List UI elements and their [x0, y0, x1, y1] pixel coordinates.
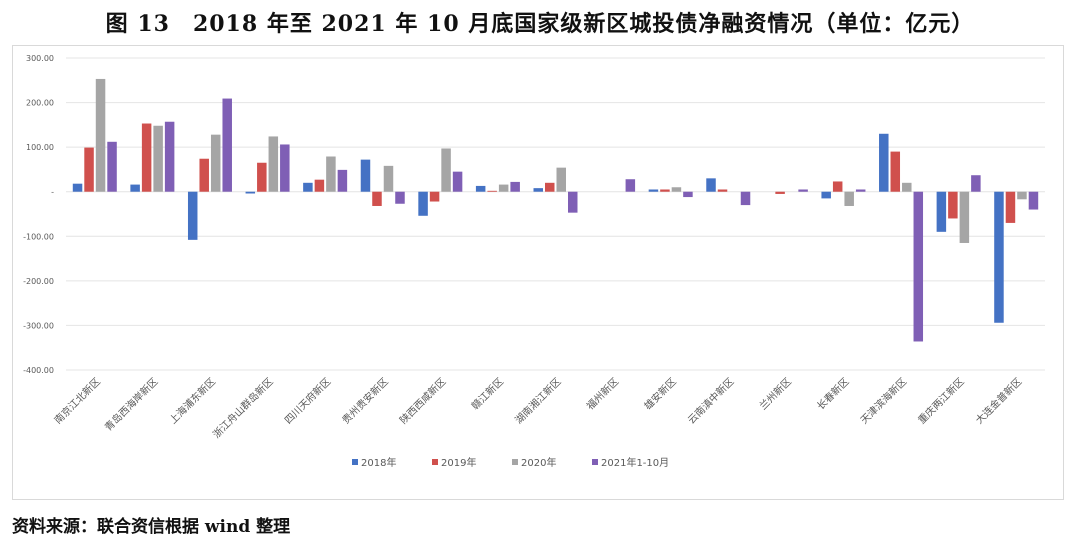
bar	[199, 158, 209, 192]
bar	[141, 123, 152, 192]
bar	[395, 191, 405, 204]
bar	[268, 136, 279, 192]
figure-title: 图 13 2018 年至 2021 年 10 月底国家级新区城投债净融资情况（单…	[105, 11, 975, 37]
bar	[798, 189, 808, 192]
chart-frame	[12, 45, 1064, 500]
bar	[959, 191, 970, 243]
x-tick-label: 重庆两江新区	[915, 375, 967, 427]
bar	[187, 191, 198, 240]
bar	[660, 189, 670, 192]
y-tick-label: 100.00	[26, 143, 54, 152]
bar	[498, 184, 509, 192]
x-tick-label: 南京江北新区	[51, 375, 103, 427]
x-tick-label: 陕西西咸新区	[397, 375, 449, 427]
bar	[84, 147, 94, 192]
x-tick-label: 贵州贵安新区	[339, 375, 391, 427]
bar	[913, 191, 924, 342]
bar	[971, 175, 981, 192]
y-tick-label: -200.00	[23, 277, 54, 286]
bar	[1028, 191, 1039, 210]
bar	[429, 191, 440, 202]
x-tick-label: 长春新区	[814, 375, 851, 412]
bar	[510, 181, 520, 192]
x-tick-label: 青岛西海岸新区	[102, 375, 161, 434]
bar	[890, 151, 901, 192]
bar	[671, 187, 682, 192]
bar	[452, 171, 463, 192]
bar	[360, 159, 371, 192]
bar	[303, 182, 313, 192]
bar	[280, 144, 290, 192]
y-tick-label: -100.00	[23, 232, 54, 241]
bar	[107, 141, 117, 192]
bar	[717, 189, 728, 192]
y-tick-label: -	[51, 188, 54, 197]
y-tick-label: 200.00	[26, 99, 54, 108]
legend-label: 2020年	[521, 456, 556, 469]
legend-label: 2021年1-10月	[601, 456, 669, 469]
x-tick-label: 大连金普新区	[973, 375, 1025, 427]
bar	[936, 191, 947, 232]
bar	[844, 191, 854, 206]
bar	[902, 182, 912, 192]
y-tick-label: 300.00	[26, 54, 54, 63]
y-tick-label: -300.00	[23, 321, 54, 330]
bar	[948, 191, 958, 219]
x-tick-label: 湖南湘江新区	[512, 375, 564, 427]
bar	[994, 191, 1004, 323]
bar	[1005, 191, 1016, 223]
x-tick-label: 福州新区	[584, 375, 621, 412]
bar	[475, 185, 486, 192]
bar	[568, 191, 578, 213]
bar	[210, 134, 221, 192]
legend-label: 2019年	[441, 456, 476, 469]
source-note: 资料来源：联合资信根据 wind 整理	[12, 517, 291, 537]
x-tick-label: 浙江舟山群岛新区	[210, 375, 276, 441]
bar	[153, 125, 163, 192]
bar	[245, 191, 256, 194]
bar	[441, 148, 451, 192]
bar	[314, 179, 325, 192]
bar	[487, 190, 497, 192]
y-tick-label: -400.00	[23, 366, 54, 375]
legend-swatch	[432, 459, 438, 465]
bar	[832, 181, 843, 192]
x-tick-label: 赣江新区	[469, 375, 506, 412]
legend-swatch	[592, 459, 598, 465]
bar	[855, 189, 866, 192]
bar	[1017, 191, 1027, 200]
bar	[879, 133, 889, 192]
bar	[775, 191, 785, 194]
bar	[372, 191, 382, 206]
bar	[95, 78, 106, 192]
x-tick-label: 雄安新区	[641, 375, 678, 412]
bar	[683, 191, 693, 198]
bar	[257, 162, 267, 192]
bar	[821, 191, 831, 199]
bar	[740, 191, 751, 206]
bar	[326, 156, 336, 192]
bar	[222, 98, 232, 192]
bar	[706, 178, 716, 192]
legend-swatch	[512, 459, 518, 465]
x-tick-label: 兰州新区	[756, 375, 793, 412]
bar	[648, 189, 659, 192]
x-tick-label: 天津滨海新区	[858, 375, 910, 427]
x-tick-label: 上海浦东新区	[166, 375, 218, 427]
legend-swatch	[352, 459, 358, 465]
legend-label: 2018年	[361, 456, 396, 469]
bar	[164, 121, 175, 192]
bar	[545, 182, 555, 192]
bar	[625, 179, 636, 192]
bar	[418, 191, 428, 216]
bar	[533, 188, 543, 192]
bar	[337, 169, 348, 192]
bar	[383, 165, 394, 192]
x-tick-label: 云南滇中新区	[685, 375, 737, 427]
bar	[556, 167, 566, 192]
x-tick-label: 四川天府新区	[282, 375, 334, 427]
bar	[130, 184, 140, 192]
bar	[72, 183, 83, 192]
